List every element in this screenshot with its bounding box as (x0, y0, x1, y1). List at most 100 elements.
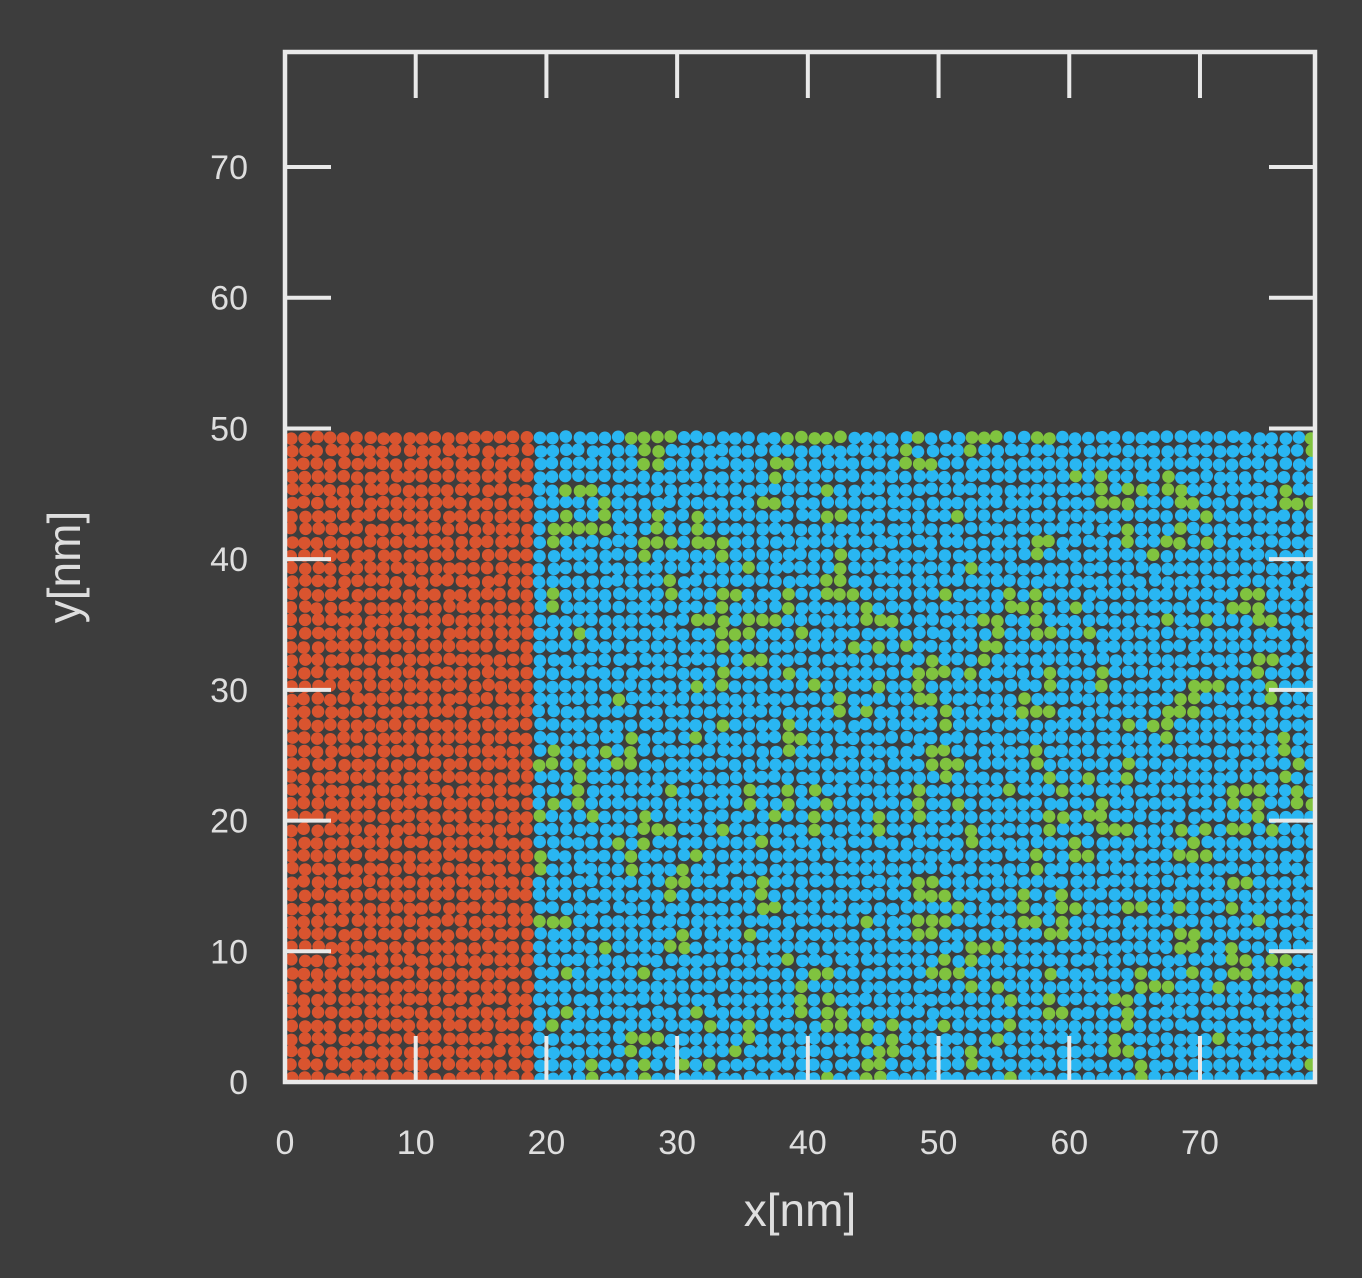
atom-blue (1017, 615, 1031, 628)
atom-red (285, 432, 298, 446)
atom-blue (1108, 628, 1122, 641)
atom-blue (991, 548, 1004, 562)
atom-blue (808, 613, 821, 626)
atom-blue (885, 561, 899, 575)
atom-blue (690, 980, 703, 993)
atom-red (403, 771, 417, 785)
atom-blue (951, 744, 964, 758)
atom-blue (1214, 666, 1227, 680)
atom-blue (1291, 901, 1305, 914)
atom-red (454, 666, 467, 680)
atom-red (468, 719, 481, 733)
atom-blue (1277, 796, 1291, 809)
atom-blue (821, 496, 835, 509)
atom-blue (834, 614, 847, 627)
atom-red (350, 495, 364, 509)
atom-blue (611, 863, 625, 876)
atom-blue (820, 469, 834, 483)
atom-green (781, 457, 794, 471)
atom-blue (717, 743, 730, 757)
atom-blue (663, 914, 677, 928)
atom-green (808, 968, 821, 981)
atom-blue (1238, 889, 1252, 903)
atom-red (415, 535, 428, 549)
atom-blue (1226, 575, 1240, 589)
atom-red (390, 850, 403, 864)
atom-blue (715, 953, 729, 966)
atom-blue (1122, 745, 1135, 758)
atom-blue (741, 458, 755, 472)
atom-red (336, 432, 350, 445)
atom-green (573, 758, 586, 772)
atom-red (350, 902, 364, 915)
atom-blue (873, 627, 887, 641)
atom-blue (899, 613, 913, 627)
atom-blue (807, 535, 821, 549)
atom-blue (1133, 1046, 1147, 1059)
atom-blue (1056, 626, 1070, 640)
atom-blue (1265, 849, 1278, 863)
atom-blue (1200, 719, 1213, 732)
atom-blue (768, 770, 781, 783)
atom-red (506, 535, 519, 548)
atom-blue (742, 942, 755, 955)
atom-blue (846, 523, 860, 536)
atom-blue (886, 887, 900, 901)
atom-blue (1056, 483, 1070, 497)
atom-green (860, 915, 874, 929)
atom-green (1043, 771, 1056, 785)
atom-blue (1292, 640, 1305, 653)
atom-green (638, 1032, 651, 1046)
atom-blue (978, 562, 991, 575)
atom-blue (950, 992, 964, 1005)
atom-blue (650, 705, 663, 719)
atom-blue (1018, 1019, 1031, 1032)
atom-blue (873, 953, 886, 966)
atom-blue (571, 1018, 585, 1032)
atom-blue (690, 874, 704, 888)
atom-green (729, 1044, 742, 1058)
atom-red (285, 953, 298, 966)
atom-blue (534, 600, 548, 613)
atom-green (1174, 496, 1188, 509)
atom-blue (1003, 732, 1017, 746)
atom-blue (808, 796, 821, 810)
atom-blue (939, 680, 952, 693)
atom-blue (1004, 484, 1018, 498)
atom-blue (872, 759, 885, 772)
atom-blue (624, 653, 638, 666)
atom-blue (1029, 523, 1043, 536)
atom-red (285, 457, 298, 471)
atom-blue (1029, 1006, 1042, 1020)
atom-red (376, 639, 390, 653)
atom-blue (1029, 732, 1043, 746)
atom-blue (586, 705, 599, 718)
atom-red (495, 639, 509, 652)
atom-blue (1200, 730, 1213, 744)
atom-blue (663, 522, 676, 536)
atom-green (1031, 601, 1044, 615)
atom-blue (532, 876, 546, 890)
atom-red (298, 1020, 312, 1033)
atom-red (312, 522, 326, 535)
atom-blue (859, 889, 873, 902)
atom-red (349, 705, 363, 719)
atom-red (494, 706, 507, 719)
atom-green (861, 1018, 875, 1032)
atom-blue (730, 470, 743, 483)
atom-blue (703, 719, 716, 733)
atom-blue (1096, 718, 1109, 731)
atom-blue (912, 640, 926, 653)
atom-blue (532, 888, 546, 901)
atom-blue (1160, 929, 1174, 942)
atom-red (338, 1046, 352, 1060)
atom-blue (1161, 496, 1174, 509)
atom-blue (1291, 745, 1304, 758)
atom-blue (1044, 889, 1057, 903)
atom-red (519, 745, 533, 758)
atom-blue (912, 1019, 926, 1033)
atom-green (651, 509, 665, 522)
atom-red (323, 992, 337, 1006)
atom-red (429, 704, 442, 718)
atom-blue (545, 993, 559, 1006)
